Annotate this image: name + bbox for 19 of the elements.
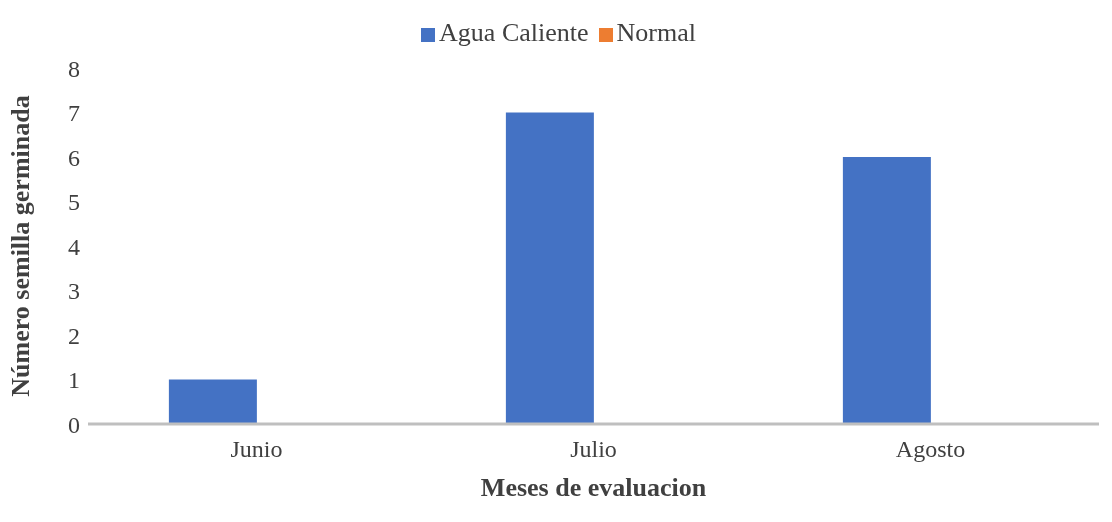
bar xyxy=(168,379,257,424)
y-tick-label: 0 xyxy=(68,411,80,438)
bar xyxy=(505,112,594,424)
legend-label: Agua Caliente xyxy=(439,18,589,47)
x-tick-label: Junio xyxy=(230,436,283,463)
y-tick-label: 7 xyxy=(68,100,80,127)
y-tick-label: 2 xyxy=(68,322,80,349)
x-tick-label: Agosto xyxy=(895,436,966,463)
y-tick-label: 5 xyxy=(68,189,80,216)
y-tick-label: 8 xyxy=(68,55,80,82)
y-tick-label: 6 xyxy=(68,144,80,171)
bar xyxy=(842,157,931,424)
y-tick-label: 3 xyxy=(68,278,80,305)
y-tick-label: 4 xyxy=(68,233,80,260)
y-axis-title: Número semilla germinada xyxy=(6,95,36,397)
legend-label: Normal xyxy=(616,18,696,47)
x-axis-title: Meses de evaluacion xyxy=(480,473,707,502)
x-tick-label: Julio xyxy=(570,436,617,463)
y-tick-label: 1 xyxy=(68,367,80,394)
